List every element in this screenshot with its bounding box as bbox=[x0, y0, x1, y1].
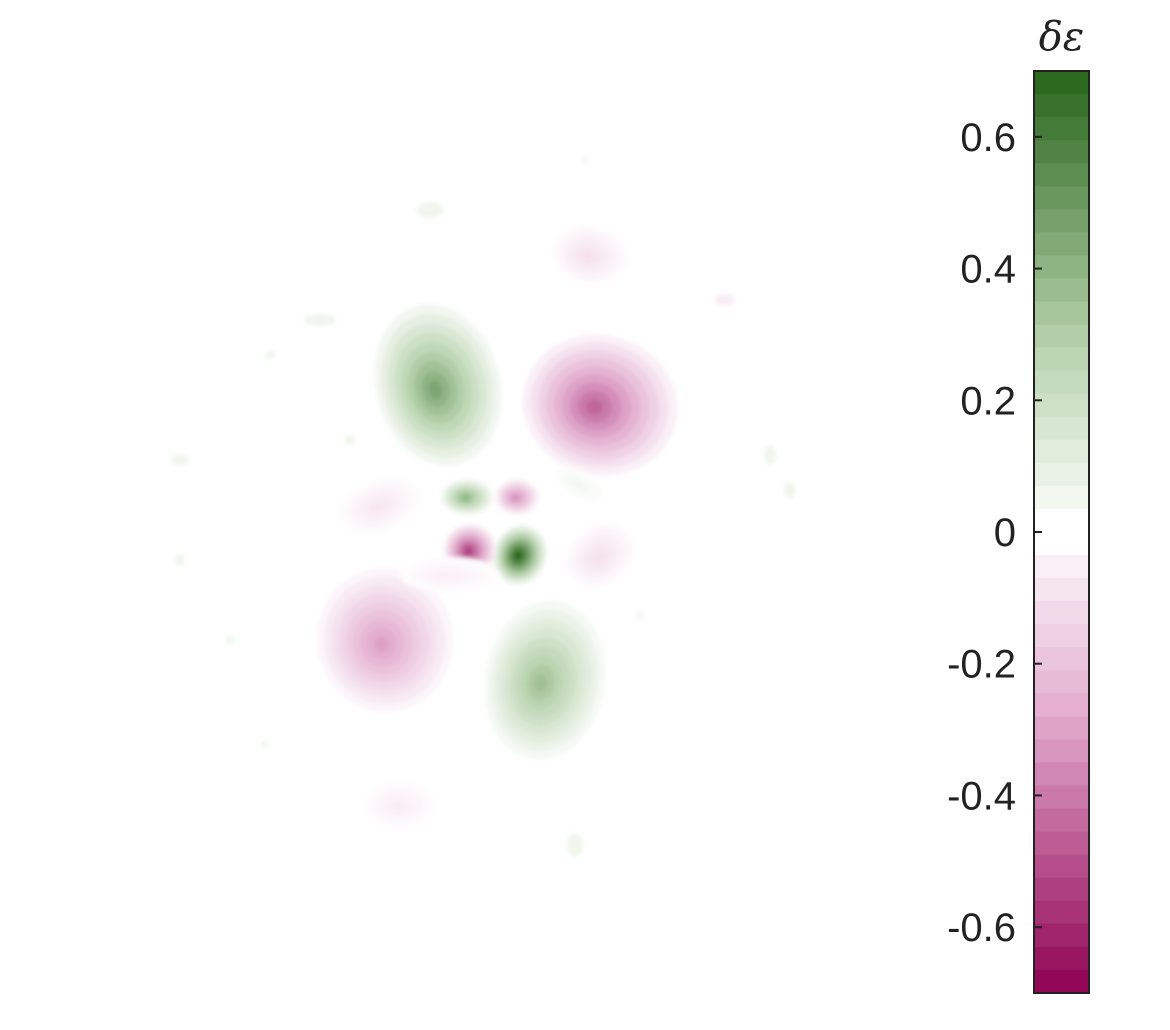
field-speck bbox=[170, 455, 190, 465]
field-speck bbox=[784, 482, 796, 498]
colorbar-band bbox=[1034, 785, 1089, 810]
colorbar-band bbox=[1034, 624, 1089, 648]
colorbar-band bbox=[1034, 647, 1089, 671]
contour-level bbox=[515, 552, 521, 560]
field-speck bbox=[416, 202, 444, 218]
colorbar-band bbox=[1034, 969, 1089, 994]
field-speck bbox=[265, 351, 275, 359]
field-lobe bbox=[564, 522, 636, 588]
colorbar-bands bbox=[1034, 71, 1089, 994]
contour-level bbox=[465, 548, 472, 555]
field-speck bbox=[715, 294, 735, 306]
colorbar-band bbox=[1034, 900, 1089, 925]
field-speck bbox=[344, 435, 356, 445]
field-lobe bbox=[374, 304, 502, 466]
colorbar-band bbox=[1034, 232, 1089, 256]
field-lobe bbox=[552, 224, 628, 286]
field-speck bbox=[582, 157, 588, 163]
colorbar-band bbox=[1034, 854, 1089, 879]
contour-level bbox=[575, 482, 581, 487]
colorbar-band bbox=[1034, 923, 1089, 948]
field-lobe bbox=[400, 557, 500, 593]
field-speck bbox=[304, 314, 336, 326]
colorbar-band bbox=[1034, 140, 1089, 164]
contour-level bbox=[441, 573, 453, 578]
colorbar-band bbox=[1034, 716, 1089, 741]
field-lobe bbox=[441, 479, 493, 515]
colorbar-tick-label: -0.6 bbox=[947, 906, 1016, 950]
field-speck bbox=[567, 833, 583, 857]
colorbar-band bbox=[1034, 831, 1089, 856]
contour-level bbox=[462, 495, 469, 500]
colorbar-tick-label: -0.4 bbox=[947, 774, 1016, 818]
colorbar-band bbox=[1034, 485, 1089, 510]
colorbar-tick-label: 0.4 bbox=[960, 248, 1016, 292]
colorbar-band bbox=[1034, 117, 1089, 141]
field-speck bbox=[636, 611, 644, 619]
colorbar-band bbox=[1034, 94, 1089, 118]
colorbar-title: δε bbox=[1039, 14, 1085, 60]
colorbar-tick-label: 0.2 bbox=[960, 379, 1016, 423]
colorbar-band bbox=[1034, 508, 1089, 533]
colorbar-tick-label: -0.2 bbox=[947, 643, 1016, 687]
colorbar-band bbox=[1034, 877, 1089, 902]
colorbar-band bbox=[1034, 186, 1089, 210]
colorbar-band bbox=[1034, 555, 1089, 579]
contour-level bbox=[513, 495, 519, 500]
heatmap-field bbox=[170, 157, 796, 857]
contour-level bbox=[583, 252, 592, 260]
colorbar-band bbox=[1034, 946, 1089, 971]
contour-level bbox=[594, 553, 603, 562]
colorbar-ticks: 0.6 0.4 0.2 0 -0.2 -0.4 -0.6 bbox=[947, 116, 1042, 950]
colorbar-band bbox=[1034, 578, 1089, 602]
colorbar-band bbox=[1034, 670, 1089, 694]
colorbar-band bbox=[1034, 393, 1089, 418]
field-speck bbox=[175, 554, 185, 566]
colorbar-band bbox=[1034, 209, 1089, 233]
contour-level bbox=[393, 803, 402, 809]
contour-level bbox=[428, 380, 443, 399]
colorbar-band bbox=[1034, 301, 1089, 326]
colorbar-band bbox=[1034, 808, 1089, 833]
colorbar-band bbox=[1034, 324, 1089, 349]
colorbar-band bbox=[1034, 739, 1089, 764]
contour-level bbox=[585, 399, 604, 415]
colorbar-band bbox=[1034, 693, 1089, 717]
field-speck bbox=[225, 635, 235, 645]
colorbar-band bbox=[1034, 347, 1089, 372]
field-lobe bbox=[554, 466, 606, 504]
colorbar-band bbox=[1034, 532, 1089, 556]
colorbar-band bbox=[1034, 762, 1089, 787]
colorbar-band bbox=[1034, 416, 1089, 441]
contour-level bbox=[533, 674, 548, 692]
colorbar-band bbox=[1034, 255, 1089, 280]
colorbar: 0.6 0.4 0.2 0 -0.2 -0.4 -0.6 δε bbox=[947, 14, 1090, 994]
colorbar-band bbox=[1034, 163, 1089, 187]
colorbar-band bbox=[1034, 71, 1089, 95]
contour-level bbox=[373, 503, 383, 511]
colorbar-band bbox=[1034, 278, 1089, 303]
colorbar-band bbox=[1034, 439, 1089, 464]
field-lobe bbox=[495, 479, 539, 515]
field-lobe bbox=[316, 568, 454, 712]
field-lobe bbox=[484, 600, 606, 760]
colorbar-tick-label: 0.6 bbox=[960, 116, 1016, 160]
field-lobe bbox=[339, 476, 421, 534]
colorbar-tick-label: 0 bbox=[994, 511, 1016, 555]
colorbar-band bbox=[1034, 370, 1089, 395]
colorbar-band bbox=[1034, 462, 1089, 487]
field-speck bbox=[261, 742, 269, 748]
field-lobe bbox=[493, 525, 547, 585]
field-speck bbox=[764, 445, 776, 465]
colorbar-band bbox=[1034, 601, 1089, 625]
contour-level bbox=[373, 636, 389, 653]
field-lobe bbox=[522, 334, 678, 476]
field-lobe bbox=[364, 781, 436, 829]
